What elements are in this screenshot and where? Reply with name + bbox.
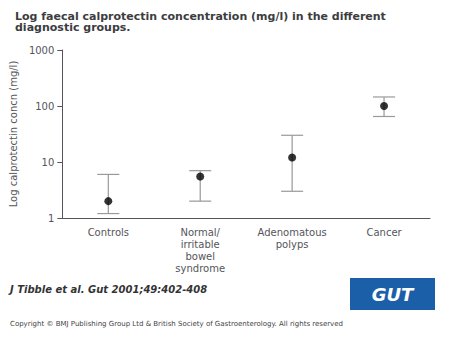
svg-text:Adenomatous: Adenomatous [258, 227, 327, 238]
svg-text:Log calprotectin concn (mg/l): Log calprotectin concn (mg/l) [8, 61, 19, 208]
svg-text:irritable: irritable [181, 239, 220, 250]
svg-text:Cancer: Cancer [366, 227, 402, 238]
svg-text:GUT: GUT [372, 284, 415, 305]
svg-text:Log faecal calprotectin concen: Log faecal calprotectin concentration (m… [15, 10, 390, 23]
svg-text:J Tibble et al. Gut 2001;49:40: J Tibble et al. Gut 2001;49:402-408 [8, 284, 207, 295]
svg-text:diagnostic groups.: diagnostic groups. [15, 21, 131, 34]
svg-text:Controls: Controls [88, 227, 129, 238]
svg-text:polyps: polyps [276, 239, 309, 250]
svg-text:bowel: bowel [185, 251, 215, 262]
svg-text:1000: 1000 [29, 45, 54, 56]
svg-text:1: 1 [48, 213, 54, 224]
svg-text:10: 10 [42, 157, 55, 168]
svg-text:syndrome: syndrome [175, 263, 225, 274]
svg-text:Normal/: Normal/ [180, 227, 220, 238]
svg-text:Copyright © BMJ Publishing Gro: Copyright © BMJ Publishing Group Ltd & B… [10, 320, 343, 328]
svg-text:100: 100 [35, 101, 54, 112]
